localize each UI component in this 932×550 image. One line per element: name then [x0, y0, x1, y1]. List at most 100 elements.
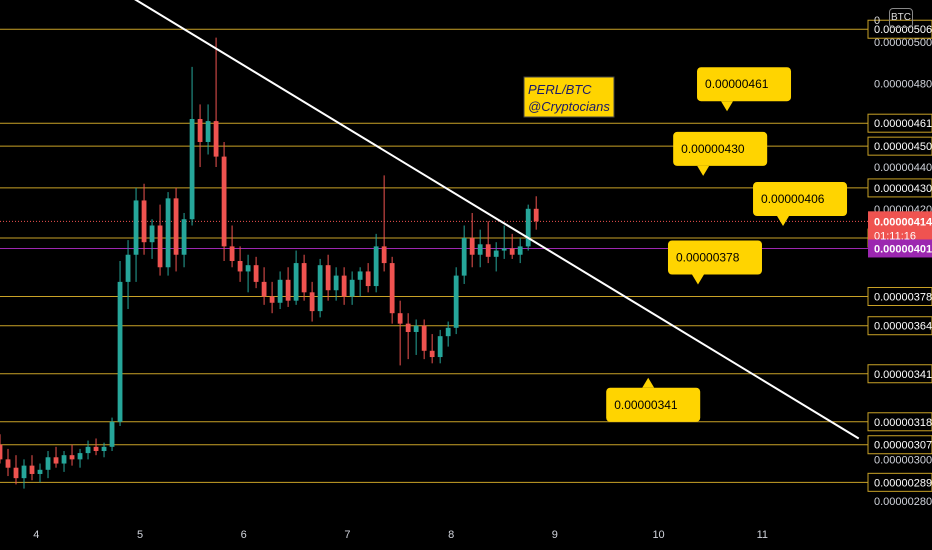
candle-body [349, 279, 355, 297]
candle [421, 319, 427, 360]
current-price-value: 0.00000414 [874, 216, 932, 228]
candle [69, 444, 75, 466]
watermark-layer: PERL/BTC @Cryptocians [523, 76, 615, 118]
candle [397, 300, 403, 366]
candle-body [477, 244, 483, 255]
candle-body [85, 446, 91, 454]
candle [253, 256, 259, 289]
candle [165, 192, 171, 276]
candle-body [525, 208, 531, 247]
x-tick-label-3: 7 [344, 529, 350, 541]
level-tag-7 [867, 364, 932, 384]
candle-body [309, 292, 315, 312]
candle [181, 212, 187, 268]
x-tick-label-4: 8 [448, 529, 454, 541]
callout-box [606, 387, 701, 422]
candle-body [0, 444, 3, 460]
candle-body [157, 225, 163, 268]
candle [405, 313, 411, 360]
candle-body [485, 244, 491, 257]
candle [229, 225, 235, 268]
candle [205, 104, 211, 155]
level-tag-5 [867, 286, 932, 306]
callout-pointer [777, 216, 790, 227]
candle-body [317, 265, 323, 312]
x-tick-label-2: 6 [241, 529, 247, 541]
candle-body [181, 219, 187, 255]
level-tag-0 [867, 19, 932, 39]
candle [413, 319, 419, 355]
trendline-layer [134, 0, 860, 440]
candle-body [61, 455, 67, 464]
candle [173, 187, 179, 272]
candle-body [245, 265, 251, 272]
callout-1: 0.00000430 [673, 131, 768, 176]
candle [485, 221, 491, 264]
level-tag-9 [867, 435, 932, 455]
candle [213, 37, 219, 168]
candle [141, 183, 147, 255]
candle [77, 448, 83, 468]
level-tag-label-9: 0.00000307 [874, 440, 932, 452]
candle-body [301, 263, 307, 293]
candle-body [397, 313, 403, 324]
candle [61, 451, 67, 472]
candle [197, 104, 203, 168]
candle [429, 334, 435, 364]
x-tick-label-7: 11 [757, 529, 768, 541]
candle [293, 250, 299, 305]
candle-body [141, 200, 147, 243]
candle [45, 451, 51, 479]
y-tick-label-4: 0.00000480 [874, 79, 932, 91]
candle-body [357, 271, 363, 280]
candle [133, 187, 139, 282]
candle-body [149, 225, 155, 243]
candle-body [125, 254, 131, 282]
candle [533, 196, 539, 230]
candle [29, 455, 35, 481]
candle [509, 233, 515, 259]
level-tag-3 [867, 178, 932, 198]
candle [237, 246, 243, 282]
candle-body [229, 246, 235, 261]
candle [13, 455, 19, 485]
callout-label: 0.00000406 [761, 192, 825, 206]
candle-body [205, 121, 211, 142]
candle-body [493, 250, 499, 257]
level-tag-label-5: 0.00000378 [874, 291, 932, 303]
candle-body [53, 457, 59, 464]
candle-body [21, 465, 27, 479]
level-tag-2 [867, 136, 932, 156]
candle-body [173, 198, 179, 255]
candle [445, 321, 451, 347]
callout-0: 0.00000461 [697, 67, 792, 112]
callout-box [673, 131, 768, 166]
candle-body [5, 459, 11, 468]
x-tick-label-0: 4 [33, 529, 39, 541]
x-tick-label-5: 9 [552, 529, 558, 541]
candle [381, 175, 387, 272]
candle [333, 267, 339, 301]
candle-body [437, 336, 443, 358]
candle-body [501, 248, 507, 251]
currency-badge[interactable]: BTC [889, 8, 913, 28]
y-tick-label-3: 0.00000440 [874, 162, 932, 174]
candle-body [517, 246, 523, 255]
candle [469, 212, 475, 268]
candle-body [45, 457, 51, 470]
candle-body [509, 248, 515, 255]
candle [341, 267, 347, 305]
candle [517, 238, 523, 264]
candle [85, 440, 91, 460]
candle-body [469, 238, 475, 255]
candle-body [237, 261, 243, 272]
candle-body [277, 279, 283, 303]
level-tag-label-6: 0.00000364 [874, 321, 932, 333]
candle [525, 204, 531, 251]
watermark-pair: PERL/BTC [528, 82, 592, 97]
candle [285, 267, 291, 307]
candle-body [269, 296, 275, 303]
candle-body [29, 465, 35, 474]
level-tag-8 [867, 412, 932, 432]
